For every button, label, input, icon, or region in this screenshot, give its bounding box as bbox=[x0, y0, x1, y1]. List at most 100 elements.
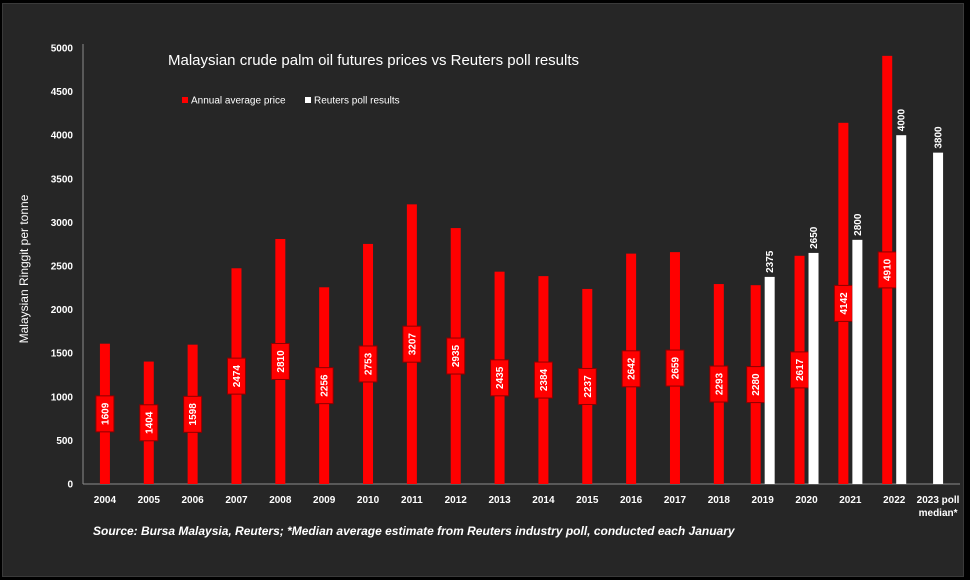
poll-data-label: 3800 bbox=[934, 126, 945, 149]
price-data-label: 2753 bbox=[364, 352, 375, 375]
price-label-group: 2810 bbox=[270, 342, 290, 380]
x-tick-label: 2013 bbox=[488, 495, 511, 506]
legend-label-poll: Reuters poll results bbox=[314, 96, 400, 107]
bar-poll-2020 bbox=[808, 252, 819, 484]
price-label-box bbox=[314, 367, 334, 405]
price-data-label: 3207 bbox=[407, 333, 418, 356]
x-tick-label: 2005 bbox=[138, 495, 161, 506]
price-label-group: 2642 bbox=[621, 350, 641, 388]
price-label-group: 2256 bbox=[314, 367, 334, 405]
y-tick-label: 0 bbox=[67, 480, 73, 491]
x-tick-label: 2007 bbox=[225, 495, 248, 506]
price-label-box bbox=[533, 361, 553, 399]
bar-poll-2022 bbox=[896, 135, 907, 484]
x-tick-label: 2011 bbox=[401, 495, 423, 506]
price-label-box bbox=[270, 342, 290, 380]
price-data-label: 2642 bbox=[627, 357, 638, 380]
x-tick-label: 2004 bbox=[94, 495, 117, 506]
price-label-box bbox=[446, 337, 466, 375]
source-note: Source: Bursa Malaysia, Reuters; *Median… bbox=[93, 524, 736, 538]
x-tick-label: 2017 bbox=[664, 495, 687, 506]
price-data-label: 2384 bbox=[539, 368, 550, 391]
price-label-box bbox=[358, 345, 378, 383]
y-tick-label: 4500 bbox=[51, 87, 74, 98]
x-tick-label: 2020 bbox=[795, 495, 818, 506]
price-label-box bbox=[139, 404, 159, 442]
y-tick-label: 3000 bbox=[51, 218, 74, 229]
price-label-group: 2753 bbox=[358, 345, 378, 383]
bar-poll-2021 bbox=[852, 239, 863, 484]
bar-poll-2023 bbox=[933, 152, 944, 484]
price-data-label: 2935 bbox=[451, 344, 462, 367]
x-tick-label: 2008 bbox=[269, 495, 292, 506]
price-label-group: 2935 bbox=[446, 337, 466, 375]
price-data-label: 2810 bbox=[276, 350, 287, 373]
y-axis: 0 500 1000 1500 2000 2500 3000 3500 4000 4500 5000 bbox=[51, 44, 84, 491]
y-axis-label: Malaysian Ringgit per tonne bbox=[17, 194, 31, 343]
x-tick-label: 2023 poll median* bbox=[917, 495, 960, 519]
chart: Malaysian crude palm oil futures prices … bbox=[17, 44, 960, 538]
x-tick-label: 2016 bbox=[620, 495, 643, 506]
price-label-group: 4910 bbox=[877, 251, 897, 289]
price-data-label: 2474 bbox=[232, 365, 243, 388]
price-label-box bbox=[226, 357, 246, 395]
price-label-box bbox=[577, 367, 597, 405]
price-label-group: 2435 bbox=[490, 359, 510, 397]
x-tick-label: 2018 bbox=[708, 495, 731, 506]
price-label-group: 3207 bbox=[402, 325, 422, 363]
price-data-label: 2280 bbox=[751, 373, 762, 396]
price-label-box bbox=[95, 395, 115, 433]
legend-swatch-price bbox=[182, 97, 188, 103]
price-label-group: 2384 bbox=[533, 361, 553, 399]
price-label-box bbox=[402, 325, 422, 363]
y-tick-label: 5000 bbox=[51, 44, 74, 55]
y-tick-label: 500 bbox=[56, 436, 73, 447]
poll-data-label: 4000 bbox=[897, 109, 908, 132]
y-tick-label: 3500 bbox=[51, 174, 74, 185]
price-label-group: 2237 bbox=[577, 367, 597, 405]
price-label-group: 1598 bbox=[183, 395, 203, 433]
x-axis: 2004 2005 2006 2007 2008 2009 2010 2011 2012 2013… bbox=[94, 495, 960, 519]
price-data-label: 2256 bbox=[320, 374, 331, 397]
legend: Annual average price Reuters poll result… bbox=[182, 96, 400, 107]
legend-swatch-poll bbox=[305, 97, 311, 103]
price-label-group: 2617 bbox=[790, 351, 810, 389]
poll-data-label: 2800 bbox=[853, 213, 864, 236]
bar-poll-2019 bbox=[764, 276, 775, 484]
price-label-box bbox=[621, 350, 641, 388]
price-label-box bbox=[490, 359, 510, 397]
price-label-group: 1404 bbox=[139, 404, 159, 442]
price-data-label: 1609 bbox=[100, 402, 111, 425]
x-tick-label: 2014 bbox=[532, 495, 555, 506]
price-data-label: 2237 bbox=[583, 375, 594, 398]
price-label-group: 4142 bbox=[833, 284, 853, 322]
price-data-label: 4142 bbox=[839, 292, 850, 315]
x-tick-label: 2015 bbox=[576, 495, 599, 506]
y-tick-label: 1000 bbox=[51, 392, 74, 403]
bars: 1609 1404 1598 2474 2810 2256 2753 3207 2935 2435… bbox=[83, 55, 960, 485]
legend-label-price: Annual average price bbox=[191, 96, 286, 107]
price-data-label: 4910 bbox=[883, 258, 894, 281]
price-label-box bbox=[183, 395, 203, 433]
poll-data-label: 2375 bbox=[765, 250, 776, 273]
price-label-group: 2659 bbox=[665, 349, 685, 387]
x-tick-label: 2021 bbox=[839, 495, 862, 506]
poll-data-label: 2650 bbox=[809, 226, 820, 249]
price-label-box bbox=[709, 365, 729, 403]
chart-frame: Malaysian crude palm oil futures prices … bbox=[2, 3, 964, 577]
chart-title: Malaysian crude palm oil futures prices … bbox=[168, 52, 579, 69]
price-label-group: 1609 bbox=[95, 395, 115, 433]
price-label-box bbox=[665, 349, 685, 387]
price-label-group: 2280 bbox=[746, 366, 766, 404]
y-tick-label: 2500 bbox=[51, 262, 74, 273]
x-tick-label: 2009 bbox=[313, 495, 336, 506]
x-tick-label: 2012 bbox=[445, 495, 468, 506]
price-data-label: 2617 bbox=[795, 358, 806, 381]
price-data-label: 2435 bbox=[495, 366, 506, 389]
y-tick-label: 4000 bbox=[51, 131, 74, 142]
price-label-group: 2293 bbox=[709, 365, 729, 403]
y-tick-label: 2000 bbox=[51, 305, 74, 316]
x-tick-label: 2022 bbox=[883, 495, 906, 506]
x-tick-label: 2010 bbox=[357, 495, 380, 506]
x-tick-label: 2019 bbox=[752, 495, 775, 506]
